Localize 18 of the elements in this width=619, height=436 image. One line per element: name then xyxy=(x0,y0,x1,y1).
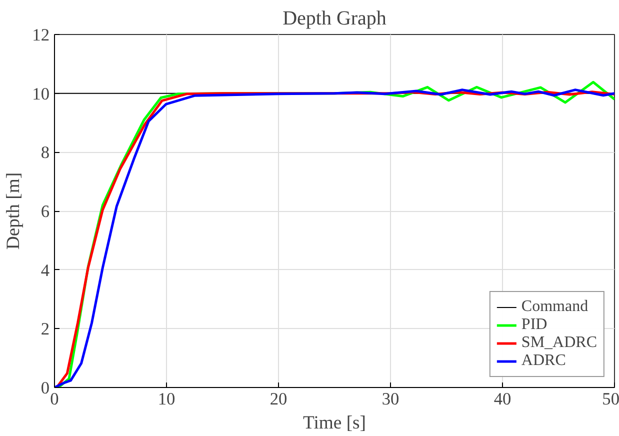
legend-label: SM_ADRC xyxy=(521,334,597,352)
legend-label: Command xyxy=(521,298,588,316)
y-tick-label: 10 xyxy=(32,84,50,104)
x-tick-label: 20 xyxy=(270,390,288,408)
legend-label: PID xyxy=(521,316,548,334)
y-tick-label: 6 xyxy=(40,202,50,221)
y-tick-label: 2 xyxy=(40,320,50,339)
x-tick-label: 10 xyxy=(158,390,176,408)
y-tick-label: 4 xyxy=(40,260,50,280)
y-tick-label: 12 xyxy=(32,26,50,44)
x-axis-title: Time [s] xyxy=(302,412,366,434)
y-tick-label: 8 xyxy=(40,143,50,162)
y-axis-title: Depth [m] xyxy=(3,172,24,250)
chart-title: Depth Graph xyxy=(282,8,386,30)
x-tick-label: 50 xyxy=(602,390,619,408)
x-tick-label: 40 xyxy=(494,390,512,408)
x-tick-label: 30 xyxy=(382,390,400,408)
legend-label: ADRC xyxy=(521,352,566,370)
